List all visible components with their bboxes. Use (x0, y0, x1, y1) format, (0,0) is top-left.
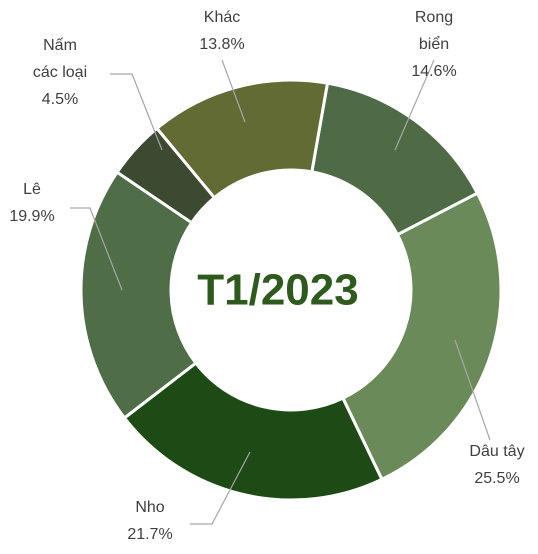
category-label: Dâu tây (469, 443, 525, 460)
data-label: Rong biển 14.6% (389, 4, 479, 85)
value-label: 14.6% (411, 63, 457, 80)
category-label: Khác (203, 9, 241, 26)
value-label: 4.5% (41, 91, 79, 108)
leader-line (394, 59, 435, 151)
slice (122, 360, 384, 502)
value-label: 19.9% (9, 208, 55, 225)
data-label: Lê 19.9% (0, 176, 77, 230)
data-label: Dâu tây 25.5% (452, 438, 538, 492)
data-label: Nấm các loại 4.5% (15, 32, 105, 113)
value-label: 21.7% (127, 526, 173, 543)
value-label: 25.5% (474, 470, 520, 487)
category-label: Nho (135, 499, 165, 516)
category-label: Rong biển (414, 9, 454, 53)
slice (154, 78, 330, 200)
leader-line (454, 339, 491, 441)
category-label: Nấm các loại (32, 37, 88, 81)
leader-line (70, 207, 123, 291)
value-label: 13.8% (199, 36, 245, 53)
category-label: Lê (23, 181, 41, 198)
slice (79, 170, 198, 421)
leader-line (110, 73, 163, 151)
leader-line (190, 451, 251, 525)
data-label: Nho 21.7% (105, 494, 195, 548)
slice (340, 191, 503, 482)
data-label: Khác 13.8% (177, 4, 267, 58)
center-title: T1/2023 (197, 266, 358, 315)
leader-line (221, 59, 246, 123)
